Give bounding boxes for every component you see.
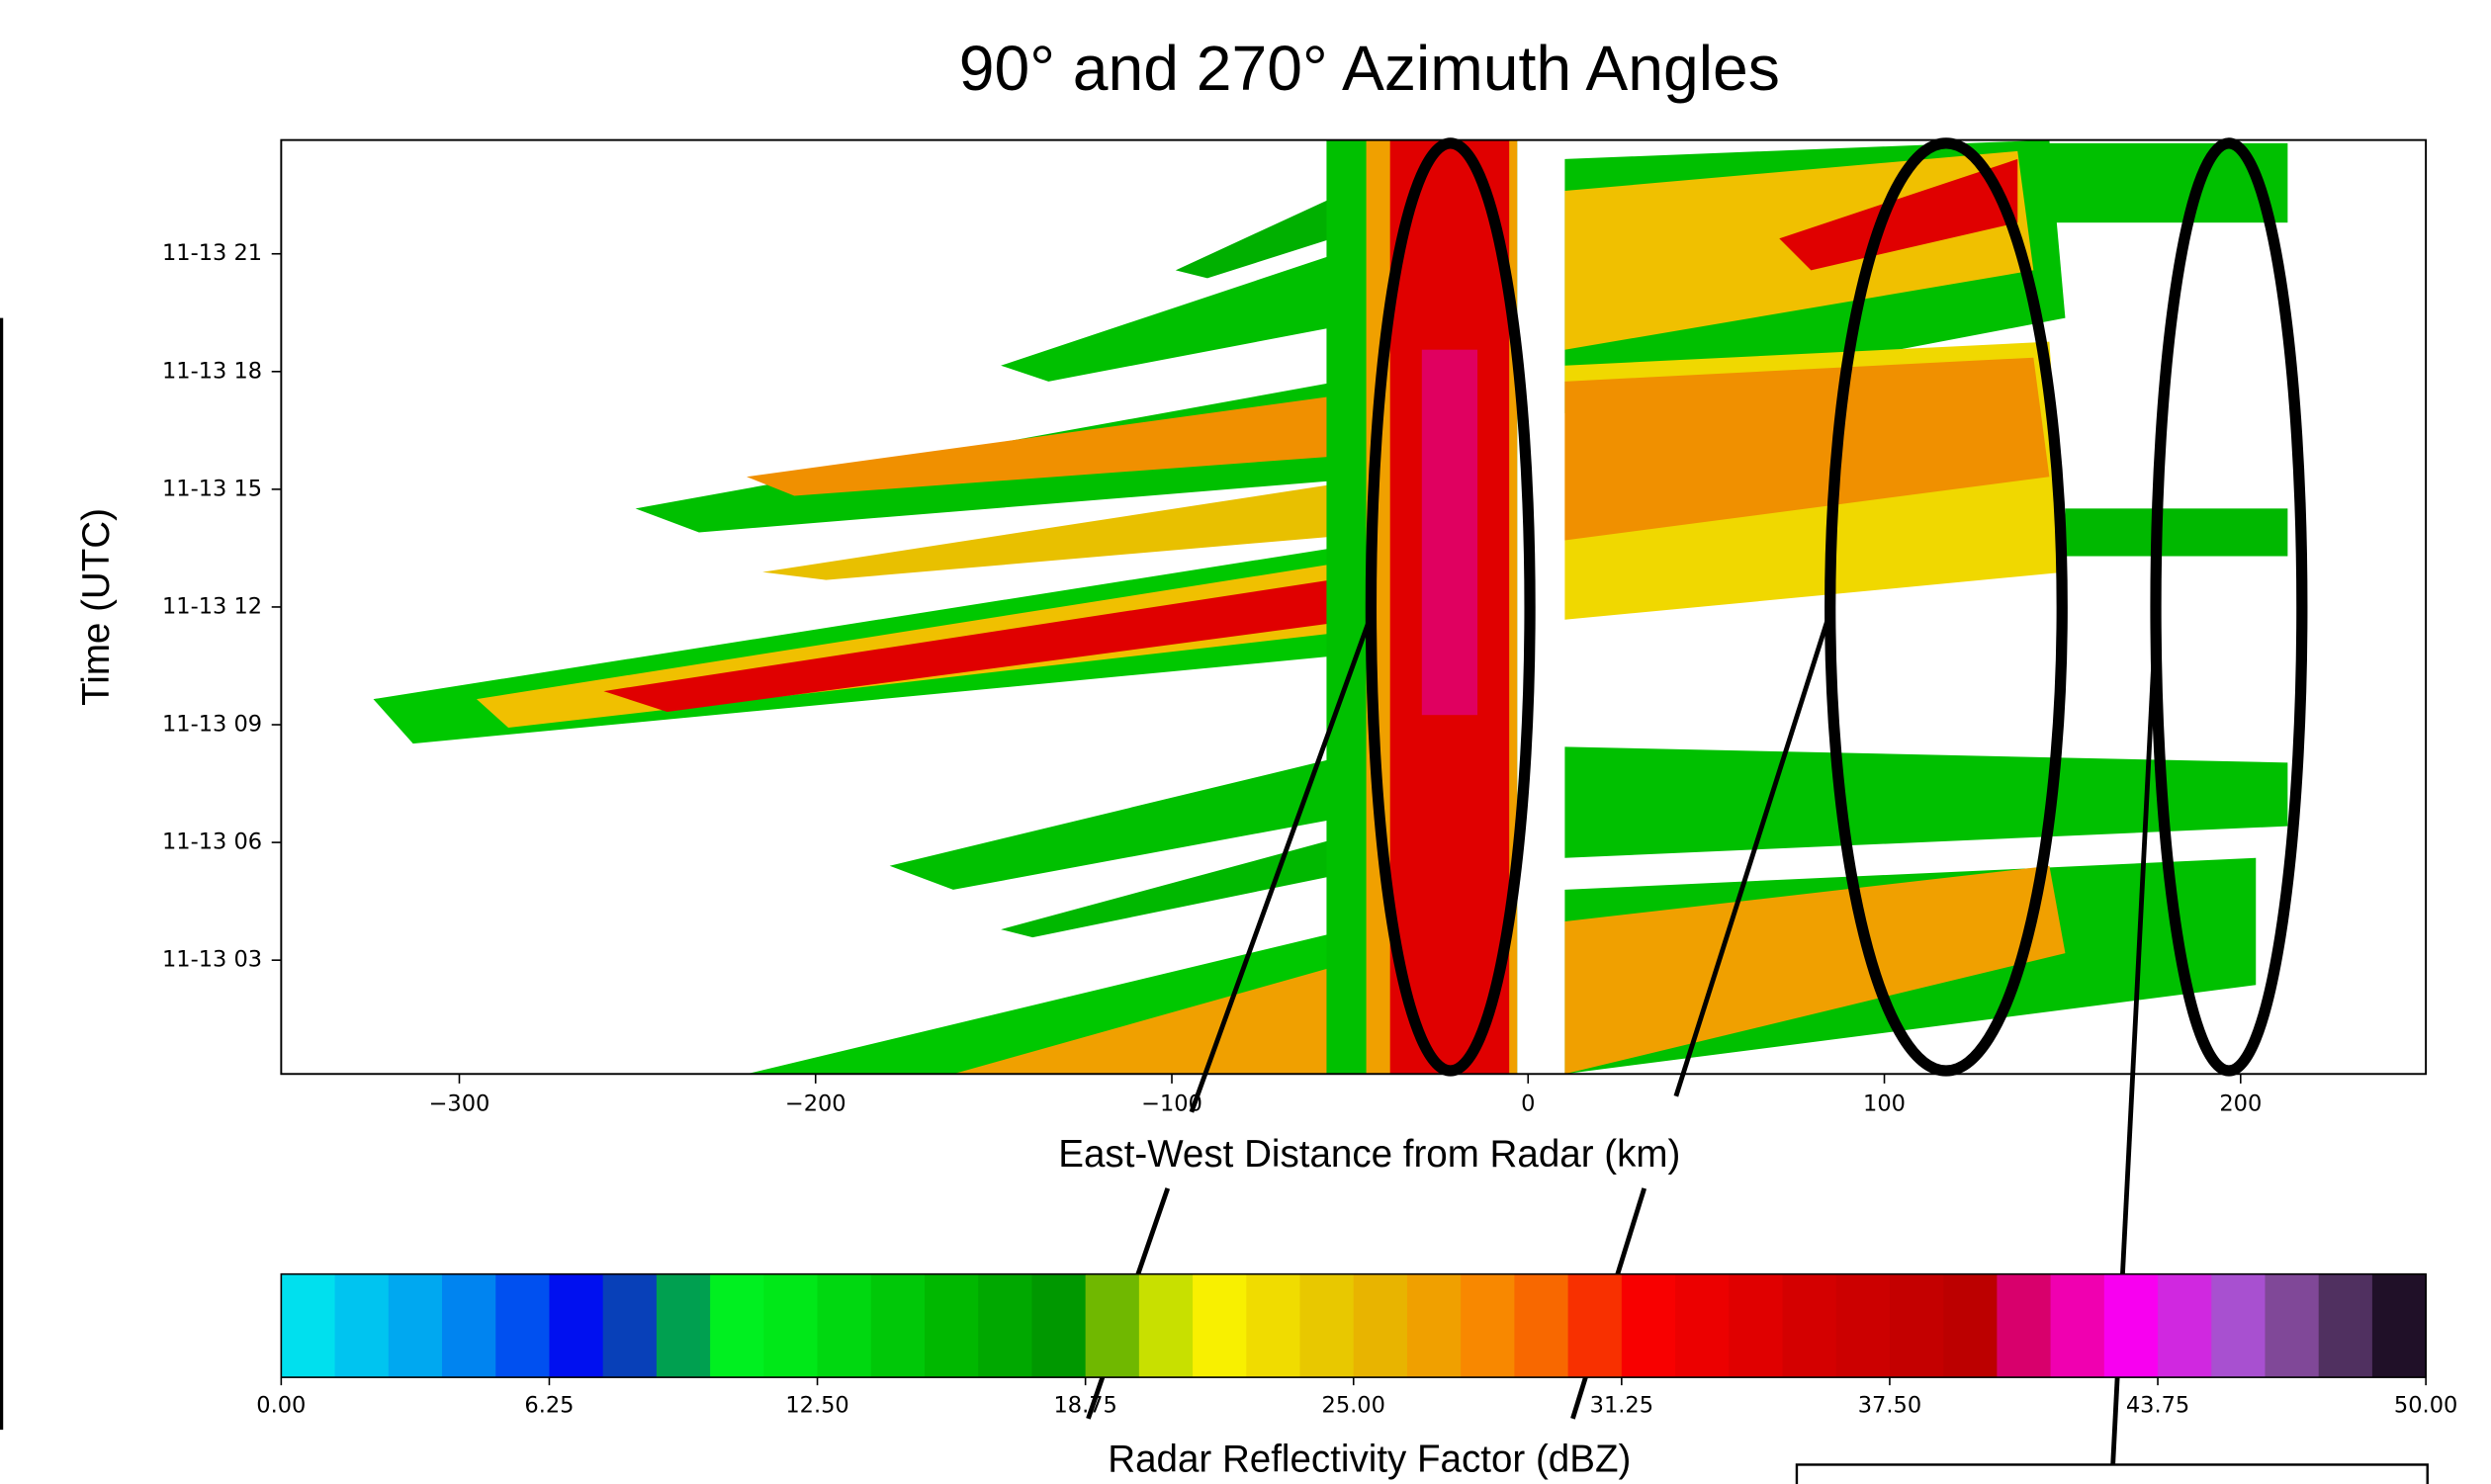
ellipse	[2150, 137, 2308, 1077]
colorbar-segment	[442, 1273, 497, 1378]
x-tick-label: −100	[1141, 1091, 1202, 1116]
colorbar-tick-label: 37.50	[1858, 1393, 1921, 1419]
colorbar-segment	[1997, 1273, 2052, 1378]
colorbar-segment	[1729, 1273, 1784, 1378]
x-tick-label: 200	[2219, 1091, 2262, 1116]
colorbar-tick-label: 6.25	[524, 1393, 574, 1419]
colorbar-tick-label: 50.00	[2394, 1393, 2457, 1419]
callout	[1189, 618, 1373, 1113]
colorbar-segment	[1193, 1273, 1248, 1378]
colorbar-segment	[2103, 1273, 2159, 1378]
colorbar-segment	[710, 1273, 765, 1378]
colorbar-segment	[1299, 1273, 1355, 1378]
colorbar-segment	[1567, 1273, 1623, 1378]
colorbar-segment	[549, 1273, 604, 1378]
echo	[2065, 508, 2288, 557]
colorbar-segment	[602, 1273, 658, 1378]
colorbar-segment	[2158, 1273, 2213, 1378]
ellipse	[1365, 137, 1536, 1077]
ellipse	[1824, 137, 2068, 1077]
y-tick-label: 11-13 12	[162, 593, 262, 619]
colorbar-segment	[924, 1273, 980, 1378]
reflectivity-field	[373, 139, 2288, 1075]
colorbar-tick-label: 0.00	[256, 1393, 306, 1419]
y-tick-label: 11-13 06	[162, 829, 262, 855]
annotation-box	[1795, 1463, 2429, 1484]
colorbar-segment	[1246, 1273, 1301, 1378]
echo	[1564, 865, 2066, 1075]
callout	[1673, 611, 1832, 1097]
colorbar-segment	[656, 1273, 711, 1378]
colorbar-segment	[978, 1273, 1033, 1378]
echo	[889, 746, 1382, 890]
y-tick-label: 11-13 21	[162, 240, 262, 266]
x-tick-label: −200	[785, 1091, 846, 1116]
echo	[1421, 349, 1478, 716]
colorbar-segment	[1621, 1273, 1676, 1378]
echo	[1564, 357, 2050, 541]
colorbar-segment	[281, 1273, 336, 1378]
colorbar-segment	[2265, 1273, 2320, 1378]
x-axis-label: East-West Distance from Radar (km)	[1058, 1133, 1680, 1176]
colorbar-tick-label: 31.25	[1590, 1393, 1653, 1419]
colorbar-label: Radar Reflectivity Factor (dBZ)	[1108, 1438, 1631, 1480]
colorbar-tick-label: 12.50	[785, 1393, 848, 1419]
colorbar-segment	[763, 1273, 819, 1378]
colorbar-tick-label: 43.75	[2126, 1393, 2189, 1419]
x-tick-label: −300	[429, 1091, 490, 1116]
y-tick-label: 11-13 18	[162, 358, 262, 384]
y-tick-label: 11-13 09	[162, 712, 262, 738]
colorbar-segment	[1782, 1273, 1837, 1378]
y-tick-label: 11-13 03	[162, 947, 262, 973]
echo	[1564, 746, 2288, 858]
echo	[747, 389, 1382, 496]
colorbar-tick-label: 18.75	[1053, 1393, 1116, 1419]
colorbar-segment	[1031, 1273, 1087, 1378]
colorbar-segment	[2371, 1273, 2427, 1378]
colorbar-segment	[1461, 1273, 1516, 1378]
colorbar-tick-label: 25.00	[1322, 1393, 1385, 1419]
colorbar-segment	[495, 1273, 551, 1378]
colorbar-segment	[870, 1273, 926, 1378]
x-tick-label: 100	[1863, 1091, 1906, 1116]
y-axis-label: Time (UTC)	[75, 508, 118, 706]
colorbar-segment	[1406, 1273, 1462, 1378]
colorbar-segment	[1675, 1273, 1731, 1378]
echo	[603, 571, 1382, 712]
colorbar-segment	[2318, 1273, 2373, 1378]
colorbar-segment	[2211, 1273, 2267, 1378]
echo	[762, 477, 1382, 580]
colorbar-segment	[388, 1273, 443, 1378]
highlight-ellipses	[1365, 137, 2308, 1077]
colorbar-segment	[334, 1273, 390, 1378]
colorbar-segment	[1835, 1273, 1891, 1378]
colorbar-segment	[817, 1273, 872, 1378]
chart-title: 90° and 270° Azimuth Angles	[959, 33, 1780, 104]
echo	[1779, 158, 2018, 271]
colorbar-segment	[1353, 1273, 1408, 1378]
colorbar-segment	[2050, 1273, 2105, 1378]
colorbar-segment	[1138, 1273, 1194, 1378]
y-tick-label: 11-13 15	[162, 476, 262, 501]
x-tick-label: 0	[1521, 1091, 1535, 1116]
colorbar-segment	[1085, 1273, 1140, 1378]
colorbar-segment	[1943, 1273, 1999, 1378]
echo	[1001, 238, 1382, 382]
colorbar-segment	[1514, 1273, 1569, 1378]
colorbar-segment	[1889, 1273, 1944, 1378]
